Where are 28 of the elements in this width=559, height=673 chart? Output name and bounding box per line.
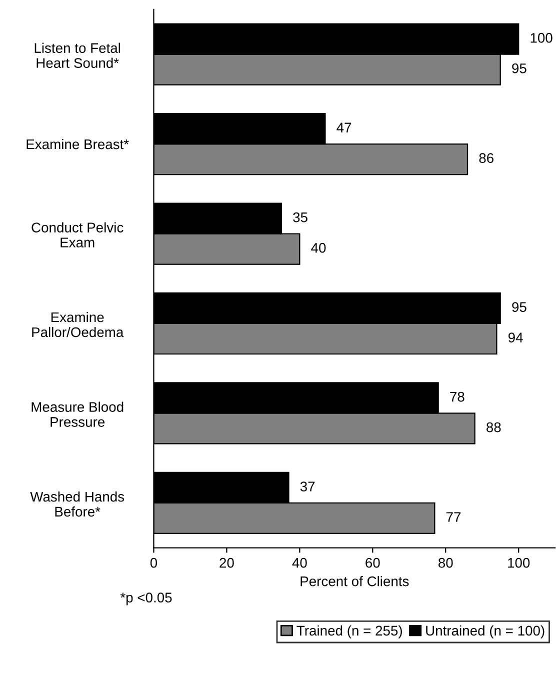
x-tick-label: 100 bbox=[508, 558, 530, 568]
legend-label: Untrained (n = 100) bbox=[426, 625, 544, 638]
data-label: 95 bbox=[512, 302, 526, 312]
data-label: 35 bbox=[293, 212, 308, 222]
y-tick-label: Listen to Fetal Heart Sound* bbox=[34, 42, 120, 68]
legend-label: Trained (n = 255) bbox=[296, 625, 402, 638]
data-label: 77 bbox=[446, 512, 461, 522]
data-label: 86 bbox=[479, 153, 494, 164]
x-tick-label: 60 bbox=[366, 558, 380, 568]
y-tick-label: Examine Pallor/Oedema bbox=[32, 312, 124, 338]
data-label: 40 bbox=[311, 242, 326, 253]
x-tick-label: 20 bbox=[220, 558, 234, 568]
data-label: 78 bbox=[450, 392, 464, 402]
y-tick-label: Examine Breast* bbox=[26, 138, 129, 150]
data-label: 100 bbox=[530, 32, 552, 43]
y-tick-label: Measure Blood Pressure bbox=[32, 402, 124, 427]
y-tick-label: Washed Hands Before* bbox=[30, 491, 124, 517]
x-tick-label: 0 bbox=[150, 558, 158, 568]
text: *p <0.05 bbox=[120, 592, 172, 606]
x-tick-label: 80 bbox=[438, 558, 453, 568]
data-label: 94 bbox=[508, 332, 523, 342]
data-label: 37 bbox=[300, 482, 315, 492]
data-label: 47 bbox=[336, 122, 352, 132]
x-axis-title: Percent of Clients bbox=[300, 576, 409, 586]
data-label: 95 bbox=[512, 63, 526, 74]
y-tick-label: Conduct Pelvic Exam bbox=[32, 222, 124, 248]
data-label: 88 bbox=[486, 422, 501, 432]
x-tick-label: 40 bbox=[292, 558, 307, 568]
